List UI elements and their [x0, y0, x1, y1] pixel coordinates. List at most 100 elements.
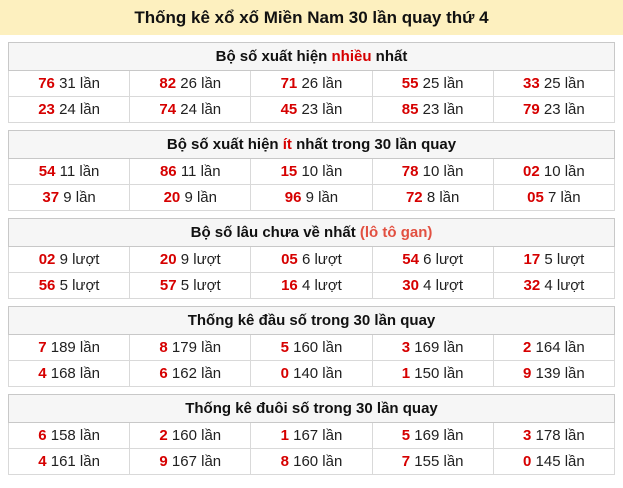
stat-cell: 33 25 lần [492, 70, 616, 97]
lottery-number: 76 [38, 75, 55, 92]
lottery-number: 2 [159, 427, 168, 444]
section-longest-absent: Bộ số lâu chưa về nhất (lô tô gan) 02 9 … [7, 218, 616, 299]
lottery-number: 32 [523, 277, 541, 294]
stat-cell: 2 164 lần [492, 334, 616, 361]
lottery-number: 9 [159, 453, 168, 470]
stat-count: 9 lượt [180, 251, 221, 268]
stat-count: 5 lượt [180, 277, 221, 294]
stat-cell: 20 9 lượt [129, 246, 252, 273]
stat-count: 24 lần [180, 101, 222, 118]
stat-cell: 85 23 lần [371, 96, 494, 123]
section-header: Bộ số lâu chưa về nhất (lô tô gan) [8, 218, 615, 247]
lottery-number: 72 [405, 189, 423, 206]
lottery-number: 3 [523, 427, 532, 444]
stat-cell: 72 8 lần [371, 184, 494, 211]
stat-cell: 86 11 lần [129, 158, 252, 185]
section-header-highlight: (lô tô gan) [359, 224, 433, 241]
table-row: 54 11 lần 86 11 lần 15 10 lần 78 10 lần … [7, 158, 616, 185]
stat-cell: 79 23 lần [492, 96, 616, 123]
stat-cell: 5 160 lần [250, 334, 373, 361]
stat-count: 26 lần [180, 75, 222, 92]
stat-cell: 56 5 lượt [7, 272, 131, 299]
stat-count: 9 lần [63, 189, 96, 206]
lottery-number: 0 [280, 365, 289, 382]
section-header-text: Bộ số xuất hiện [166, 136, 283, 153]
lottery-number: 5 [280, 339, 289, 356]
lottery-number: 17 [523, 251, 541, 268]
lottery-number: 54 [38, 163, 56, 180]
lottery-number: 96 [284, 189, 302, 206]
stat-count: 8 lần [426, 189, 460, 206]
stat-cell: 71 26 lần [250, 70, 373, 97]
stat-cell: 6 158 lần [7, 422, 131, 449]
stat-cell: 3 178 lần [492, 422, 616, 449]
stat-cell: 82 26 lần [129, 70, 252, 97]
stat-count: 168 lần [50, 365, 100, 382]
stat-cell: 7 189 lần [7, 334, 131, 361]
section-header-highlight: nhiều [331, 48, 372, 65]
stat-count: 139 lần [535, 365, 585, 382]
stat-cell: 1 150 lần [371, 360, 494, 387]
stat-count: 167 lần [293, 427, 343, 444]
lottery-number: 7 [401, 453, 411, 470]
stat-cell: 4 168 lần [7, 360, 131, 387]
stat-cell: 30 4 lượt [371, 272, 494, 299]
stat-count: 10 lần [301, 163, 343, 180]
table-row: 37 9 lần 20 9 lần 96 9 lần 72 8 lần 05 7… [7, 184, 616, 211]
stat-cell: 8 160 lần [250, 448, 373, 475]
stat-count: 140 lần [293, 365, 343, 382]
stat-count: 158 lần [50, 427, 100, 444]
lottery-number: 86 [159, 163, 177, 180]
section-header: Bộ số xuất hiện nhiều nhất [8, 42, 615, 71]
lottery-number: 74 [159, 101, 177, 118]
stat-cell: 8 179 lần [129, 334, 252, 361]
stat-count: 179 lần [171, 339, 222, 356]
stat-cell: 02 10 lần [492, 158, 616, 185]
lottery-number: 6 [159, 365, 168, 382]
section-header: Bộ số xuất hiện ít nhất trong 30 lần qua… [8, 130, 615, 159]
stat-count: 4 lượt [423, 277, 464, 294]
stat-cell: 37 9 lần [7, 184, 131, 211]
section-header-text: Thống kê đầu số trong 30 lần quay [187, 312, 436, 329]
stat-count: 178 lần [535, 427, 585, 444]
stat-cell: 02 9 lượt [7, 246, 131, 273]
stat-count: 164 lần [535, 339, 585, 356]
stat-cell: 45 23 lần [250, 96, 373, 123]
lottery-number: 82 [159, 75, 177, 92]
stat-count: 10 lần [543, 163, 585, 180]
lottery-number: 45 [280, 101, 298, 118]
lottery-number: 85 [401, 101, 419, 118]
table-row: 76 31 lần 82 26 lần 71 26 lần 55 25 lần … [7, 70, 616, 97]
stat-count: 24 lần [59, 101, 100, 118]
stat-count: 31 lần [59, 75, 100, 92]
section-tail-digits: Thống kê đuôi số trong 30 lần quay 6 158… [7, 394, 616, 475]
stat-count: 145 lần [535, 453, 585, 470]
stat-count: 189 lần [50, 339, 100, 356]
lottery-number: 0 [523, 453, 532, 470]
stat-count: 7 lần [548, 189, 581, 206]
lottery-number: 56 [38, 277, 56, 294]
stat-count: 4 lượt [544, 277, 585, 294]
stat-count: 9 lượt [59, 251, 100, 268]
table-row: 4 168 lần 6 162 lần 0 140 lần 1 150 lần … [7, 360, 616, 387]
lottery-number: 79 [523, 101, 540, 118]
stat-count: 4 lượt [301, 277, 342, 294]
stat-count: 9 lần [184, 189, 217, 206]
stat-count: 150 lần [414, 365, 464, 382]
table-row: 4 161 lần 9 167 lần 8 160 lần 7 155 lần … [7, 448, 616, 475]
stat-count: 10 lần [422, 163, 464, 180]
lottery-number: 4 [38, 453, 47, 470]
stat-count: 23 lần [301, 101, 343, 118]
stat-count: 169 lần [414, 427, 464, 444]
stat-cell: 23 24 lần [7, 96, 131, 123]
section-least-frequent: Bộ số xuất hiện ít nhất trong 30 lần qua… [7, 130, 616, 211]
lottery-number: 33 [523, 75, 540, 92]
lottery-number: 02 [38, 251, 56, 268]
stat-count: 25 lần [543, 75, 585, 92]
stat-count: 9 lần [305, 189, 339, 206]
lottery-number: 55 [401, 75, 419, 92]
lottery-number: 20 [163, 189, 181, 206]
stat-cell: 55 25 lần [371, 70, 494, 97]
lottery-number: 1 [401, 365, 411, 382]
lottery-number: 4 [38, 365, 47, 382]
